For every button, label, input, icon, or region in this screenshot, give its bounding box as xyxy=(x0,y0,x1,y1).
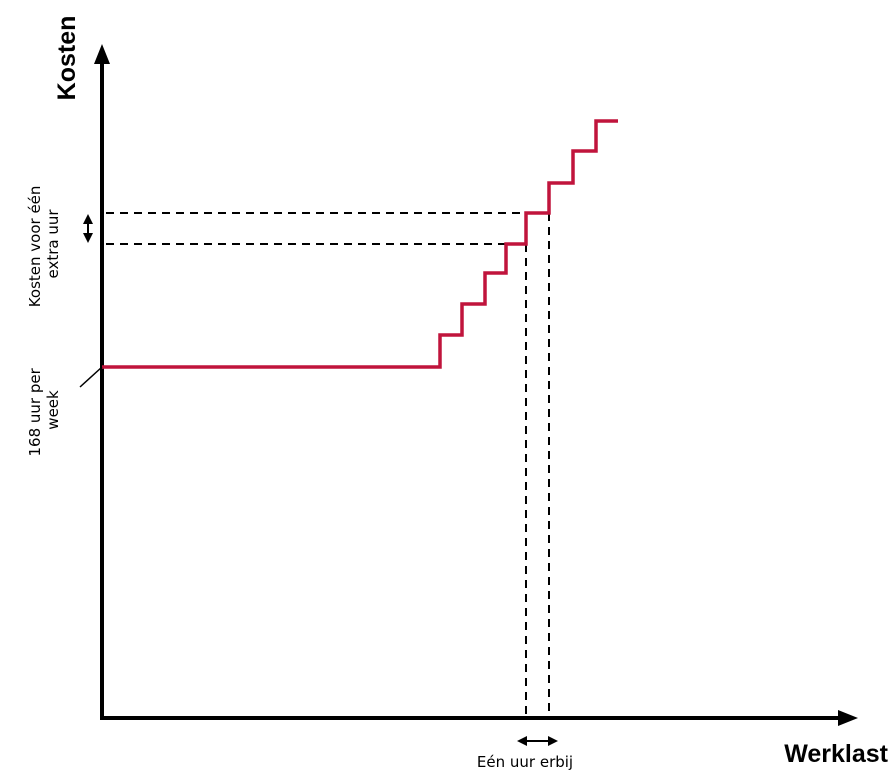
baseline-label-line1: 168 uur per xyxy=(26,367,44,456)
x-axis-title: Werklast xyxy=(784,740,888,768)
extra-hour-cost-label-line2: extra uur xyxy=(44,209,62,279)
baseline-label-line2: week xyxy=(44,390,62,430)
extra-hour-cost-label-line1: Kosten voor één xyxy=(26,186,44,308)
y-axis-arrowhead xyxy=(94,44,110,64)
dashed-guides xyxy=(106,212,550,716)
y-axis-title: Kosten xyxy=(53,16,81,101)
x-axis-arrowhead xyxy=(838,710,858,726)
cost-step-line xyxy=(102,119,618,369)
baseline-leader xyxy=(79,366,103,388)
baseline-label: 168 uur per week xyxy=(26,363,62,456)
extra-hour-cost-label: Kosten voor één extra uur xyxy=(26,181,62,307)
extra-hour-label: Eén uur erbij xyxy=(477,753,573,771)
